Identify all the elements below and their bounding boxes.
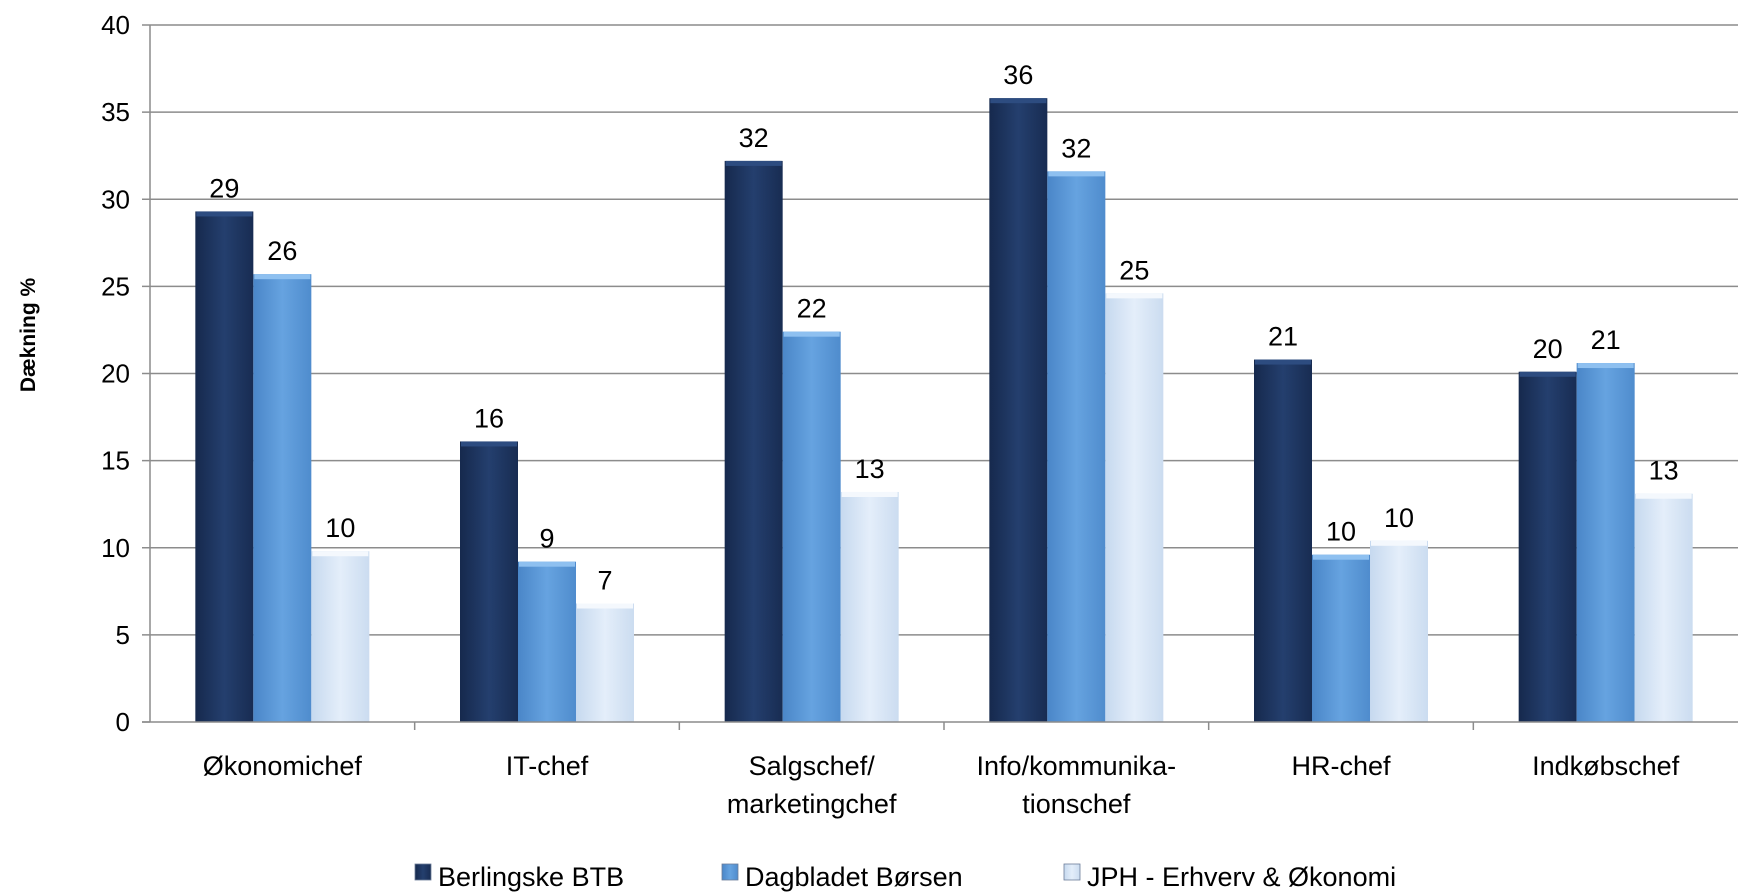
bar-top-bevel — [461, 441, 517, 447]
x-tick-label: HR-chef — [1291, 751, 1391, 781]
bar-top-bevel — [1048, 171, 1105, 177]
bar-top-bevel — [841, 491, 898, 497]
data-label: 36 — [1003, 60, 1033, 90]
legend-label: Berlingske BTB — [438, 862, 624, 892]
bar — [1254, 359, 1312, 722]
x-tick-label: Økonomichef — [203, 751, 363, 781]
legend-label: JPH - Erhverv & Økonomi — [1087, 862, 1396, 892]
data-label: 21 — [1591, 325, 1621, 355]
y-tick-label: 15 — [101, 446, 130, 476]
x-tick-label: IT-chef — [506, 751, 589, 781]
bar-top-bevel — [725, 160, 782, 166]
bar — [576, 603, 634, 722]
x-tick-label: Salgschef/ — [749, 751, 876, 781]
bar-top-bevel — [1371, 540, 1427, 546]
bar — [1634, 493, 1693, 722]
legend: Berlingske BTB Dagbladet Børsen JPH - Erhv… — [414, 862, 1396, 892]
legend-swatch — [1063, 863, 1081, 881]
bar — [311, 551, 370, 722]
bar-top-bevel — [783, 331, 840, 337]
bar — [782, 331, 841, 722]
x-tick-label: Info/kommunika- — [977, 751, 1177, 781]
bar — [195, 211, 254, 722]
data-label: 21 — [1268, 322, 1298, 352]
bar-top-bevel — [990, 98, 1047, 104]
bar — [460, 441, 518, 722]
bar — [1576, 363, 1635, 722]
y-tick-label: 5 — [116, 620, 130, 650]
data-labels: 29 26 10 16 9 7 32 22 13 36 32 25 21 10 10 20 21 13 — [209, 60, 1678, 595]
data-label: 10 — [1384, 503, 1414, 533]
gridlines — [150, 24, 1738, 636]
data-label: 13 — [1649, 456, 1679, 486]
bar — [724, 160, 783, 723]
data-label: 10 — [325, 513, 355, 543]
bar-top-bevel — [312, 551, 369, 557]
y-tick-label: 20 — [101, 359, 130, 389]
legend-swatch — [414, 863, 432, 881]
bar — [1518, 371, 1577, 722]
bar-top-bevel — [1635, 493, 1692, 499]
bar-top-bevel — [1313, 554, 1369, 560]
x-tick-label: marketingchef — [727, 789, 897, 819]
bar-top-bevel — [1577, 363, 1634, 369]
bar — [840, 491, 899, 722]
bar — [518, 561, 576, 722]
data-label: 29 — [209, 173, 239, 203]
y-tick-label: 10 — [101, 533, 130, 563]
bar-top-bevel — [196, 211, 253, 217]
legend-item: Berlingske BTB — [414, 862, 624, 892]
bar — [253, 274, 312, 722]
y-tick-label: 40 — [101, 10, 130, 40]
y-tick-label: 35 — [101, 97, 130, 127]
bar-top-bevel — [1255, 359, 1311, 365]
data-label: 32 — [1061, 133, 1091, 163]
data-label: 32 — [739, 123, 769, 153]
data-label: 13 — [855, 454, 885, 484]
y-tick-label: 25 — [101, 271, 130, 301]
y-tick-label: 0 — [116, 707, 130, 737]
bar — [989, 98, 1048, 722]
x-tick-label: Indkøbschef — [1532, 751, 1680, 781]
bar-top-bevel — [254, 274, 311, 280]
bar — [1105, 293, 1164, 722]
bar-top-bevel — [1106, 293, 1163, 299]
x-axis: Økonomichef IT-chef Salgschef/marketingche… — [142, 721, 1738, 819]
bar-top-bevel — [577, 603, 633, 609]
bars — [195, 98, 1693, 723]
data-label: 25 — [1119, 255, 1149, 285]
legend-item: JPH - Erhverv & Økonomi — [1063, 862, 1396, 892]
y-axis: 0 5 10 15 20 25 30 35 40 — [101, 10, 151, 737]
legend-swatch — [721, 863, 739, 881]
legend-label: Dagbladet Børsen — [745, 862, 963, 892]
y-tick-label: 30 — [101, 184, 130, 214]
x-tick-label: tionschef — [1022, 789, 1131, 819]
legend-item: Dagbladet Børsen — [721, 862, 963, 892]
data-label: 9 — [539, 524, 554, 554]
data-label: 7 — [597, 566, 612, 596]
bar-top-bevel — [1519, 371, 1576, 377]
data-label: 20 — [1533, 334, 1563, 364]
y-axis-label: Dækning % — [17, 278, 40, 393]
data-label: 16 — [474, 403, 504, 433]
bar-top-bevel — [519, 561, 575, 567]
bar — [1312, 554, 1370, 722]
data-label: 26 — [267, 236, 297, 266]
bar — [1047, 171, 1106, 722]
data-label: 22 — [797, 294, 827, 324]
bar — [1370, 540, 1428, 722]
data-label: 10 — [1326, 517, 1356, 547]
